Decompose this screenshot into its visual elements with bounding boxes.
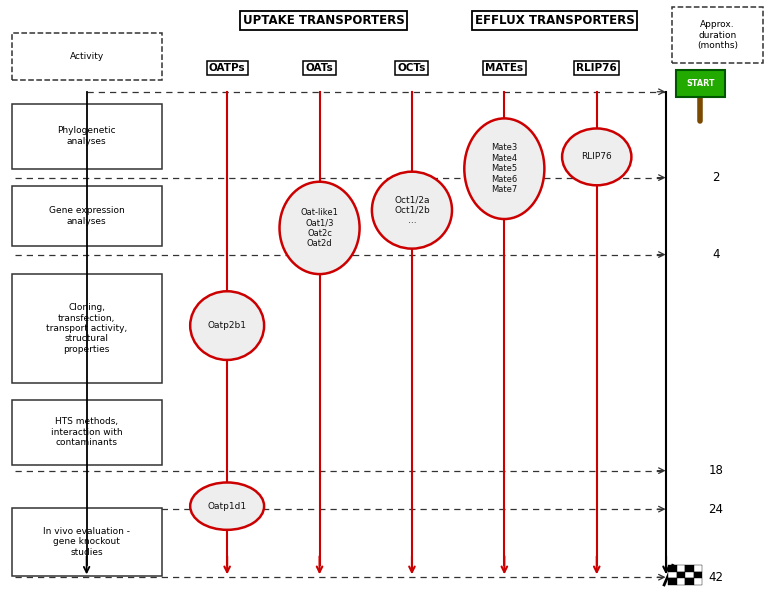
Bar: [685, 572, 694, 578]
Text: Mate3
Mate4
Mate5
Mate6
Mate7: Mate3 Mate4 Mate5 Mate6 Mate7: [491, 143, 517, 194]
Text: HTS methods,
interaction with
contaminants: HTS methods, interaction with contaminan…: [51, 417, 122, 447]
Ellipse shape: [190, 291, 264, 360]
FancyBboxPatch shape: [12, 33, 162, 80]
Text: OATs: OATs: [306, 63, 333, 73]
Bar: [694, 578, 702, 585]
Ellipse shape: [190, 482, 264, 530]
Text: Oat-like1
Oat1/3
Oat2c
Oat2d: Oat-like1 Oat1/3 Oat2c Oat2d: [300, 208, 339, 248]
Text: In vivo evaluation -
gene knockout
studies: In vivo evaluation - gene knockout studi…: [43, 527, 130, 556]
Text: Gene expression
analyses: Gene expression analyses: [49, 207, 125, 226]
Ellipse shape: [280, 182, 360, 274]
Text: EFFLUX TRANSPORTERS: EFFLUX TRANSPORTERS: [474, 14, 634, 27]
Text: 18: 18: [708, 464, 724, 477]
Text: OATPs: OATPs: [209, 63, 246, 73]
Text: Cloning,
transfection,
transport activity,
structural
properties: Cloning, transfection, transport activit…: [46, 303, 127, 354]
FancyBboxPatch shape: [12, 104, 162, 169]
Bar: [668, 572, 677, 578]
Text: Activity: Activity: [69, 52, 104, 61]
Text: RLIP76: RLIP76: [577, 63, 617, 73]
Bar: [685, 578, 694, 585]
Bar: [668, 565, 677, 572]
Text: 2: 2: [712, 171, 720, 184]
Bar: [694, 565, 702, 572]
FancyBboxPatch shape: [12, 274, 162, 384]
Ellipse shape: [372, 172, 452, 249]
Text: UPTAKE TRANSPORTERS: UPTAKE TRANSPORTERS: [243, 14, 404, 27]
Text: Oatp2b1: Oatp2b1: [208, 321, 246, 330]
Ellipse shape: [464, 118, 544, 219]
Text: OCTs: OCTs: [398, 63, 426, 73]
Bar: [694, 572, 702, 578]
Text: START: START: [686, 79, 715, 88]
Bar: [677, 572, 685, 578]
Bar: [668, 578, 677, 585]
Text: Oct1/2a
Oct1/2b
...: Oct1/2a Oct1/2b ...: [394, 195, 430, 225]
Bar: [685, 565, 694, 572]
FancyBboxPatch shape: [676, 70, 725, 97]
Text: RLIP76: RLIP76: [581, 152, 612, 162]
Text: Oatp1d1: Oatp1d1: [208, 501, 246, 511]
FancyBboxPatch shape: [12, 507, 162, 575]
Text: 24: 24: [708, 503, 724, 516]
Text: 42: 42: [708, 571, 724, 584]
Text: 4: 4: [712, 248, 720, 261]
FancyBboxPatch shape: [672, 7, 763, 63]
Ellipse shape: [562, 128, 631, 185]
FancyBboxPatch shape: [12, 400, 162, 465]
Bar: [677, 565, 685, 572]
Text: Phylogenetic
analyses: Phylogenetic analyses: [57, 127, 116, 146]
Text: Approx.
duration
(months): Approx. duration (months): [697, 20, 738, 50]
Text: MATEs: MATEs: [485, 63, 524, 73]
Bar: [677, 578, 685, 585]
FancyBboxPatch shape: [12, 186, 162, 246]
